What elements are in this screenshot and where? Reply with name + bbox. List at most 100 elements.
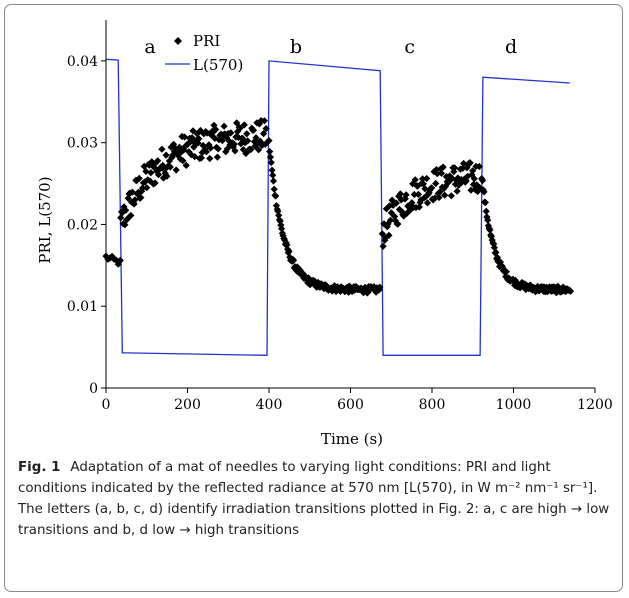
pri-point: [467, 186, 475, 194]
pri-point: [415, 203, 423, 211]
legend-marker-pri: [174, 37, 182, 45]
pri-point: [151, 179, 159, 187]
pri-point: [283, 241, 291, 249]
plot-area: a b c d: [102, 36, 575, 356]
pri-point: [411, 176, 419, 184]
x-tick-label: 800: [419, 397, 446, 413]
pri-point: [266, 153, 275, 161]
y-tick-label: 0.02: [67, 217, 98, 233]
pri-point: [401, 195, 409, 203]
pri-point: [266, 147, 274, 156]
pri-point: [206, 154, 214, 163]
pri-point: [414, 190, 422, 198]
x-tick-label: 1000: [496, 397, 532, 413]
pri-point: [253, 119, 261, 127]
figure-caption: Fig. 1 Adaptation of a mat of needles to …: [18, 457, 616, 541]
x-tick-label: 200: [174, 397, 201, 413]
pri-point: [240, 121, 248, 129]
pri-point: [255, 146, 263, 154]
pri-point: [459, 164, 467, 172]
pri-point: [492, 248, 500, 256]
pri-point: [410, 190, 418, 199]
pri-point: [468, 171, 476, 179]
pri-point: [419, 180, 427, 188]
pri-point: [396, 190, 404, 198]
pri-point: [230, 140, 238, 148]
transition-label-d: d: [505, 36, 517, 58]
legend-label-pri: PRI: [193, 32, 220, 50]
pri-point: [382, 205, 390, 213]
pri-point: [428, 184, 436, 192]
pri-point: [364, 288, 372, 296]
pri-point: [154, 157, 162, 165]
x-tick-label: 400: [256, 397, 283, 413]
pri-point: [462, 177, 470, 185]
pri-point: [408, 199, 416, 207]
pri-point: [162, 151, 170, 159]
pri-point: [281, 236, 289, 244]
pri-point: [480, 188, 488, 196]
pri-point: [451, 164, 459, 172]
pri-point: [269, 177, 278, 185]
pri-point: [249, 126, 258, 134]
figure-frame: [4, 4, 623, 592]
pri-point: [388, 196, 396, 204]
pri-point: [189, 127, 197, 135]
pri-point: [464, 172, 472, 180]
pri-point: [207, 144, 215, 152]
x-tick-label: 600: [337, 397, 364, 413]
pri-point: [289, 256, 298, 264]
pri-point: [442, 182, 450, 190]
pri-point: [379, 242, 387, 250]
pri-point: [227, 129, 235, 137]
pri-point: [147, 169, 155, 177]
pri-point: [448, 174, 456, 182]
pri-point: [231, 147, 239, 155]
pri-point: [391, 212, 399, 221]
pri-point: [251, 142, 259, 150]
pri-point: [214, 145, 222, 153]
y-tick-label: 0.01: [67, 299, 98, 315]
pri-point: [376, 283, 384, 291]
pri-point: [127, 211, 135, 220]
pri-point: [172, 166, 180, 174]
pri-point: [473, 181, 481, 189]
pri-point: [460, 159, 468, 168]
pri-point: [112, 256, 120, 264]
pri-point: [391, 217, 399, 225]
pri-point: [486, 226, 494, 234]
pri-point: [202, 148, 210, 156]
pri-point: [437, 165, 445, 173]
pri-point: [108, 252, 116, 260]
pri-point: [179, 157, 187, 165]
pri-point: [341, 288, 349, 296]
pri-point: [421, 185, 429, 193]
pri-point: [483, 213, 491, 221]
pri-point: [552, 289, 560, 297]
pri-point: [114, 260, 122, 268]
pri-point: [122, 206, 130, 214]
pri-point: [432, 179, 440, 188]
pri-point: [154, 171, 163, 179]
pri-point: [423, 174, 431, 183]
pri-point: [566, 287, 575, 295]
pri-point: [436, 188, 444, 196]
y-axis-title: PRI, L(570): [36, 176, 54, 263]
pri-point: [268, 166, 276, 174]
pri-point: [481, 198, 489, 207]
pri-point: [166, 163, 174, 171]
pri-point: [269, 171, 277, 179]
pri-point: [423, 199, 432, 207]
pri-point: [378, 230, 386, 238]
pri-point: [555, 284, 563, 292]
pri-point: [143, 184, 151, 192]
pri-point: [272, 202, 280, 210]
pri-point: [270, 185, 278, 193]
pri-point: [243, 130, 251, 138]
pri-point: [475, 162, 483, 171]
pri-point: [267, 158, 275, 167]
pri-point: [394, 220, 402, 228]
pri-point: [469, 167, 477, 175]
pri-point: [513, 279, 521, 287]
caption-label: Fig. 1: [18, 460, 61, 475]
